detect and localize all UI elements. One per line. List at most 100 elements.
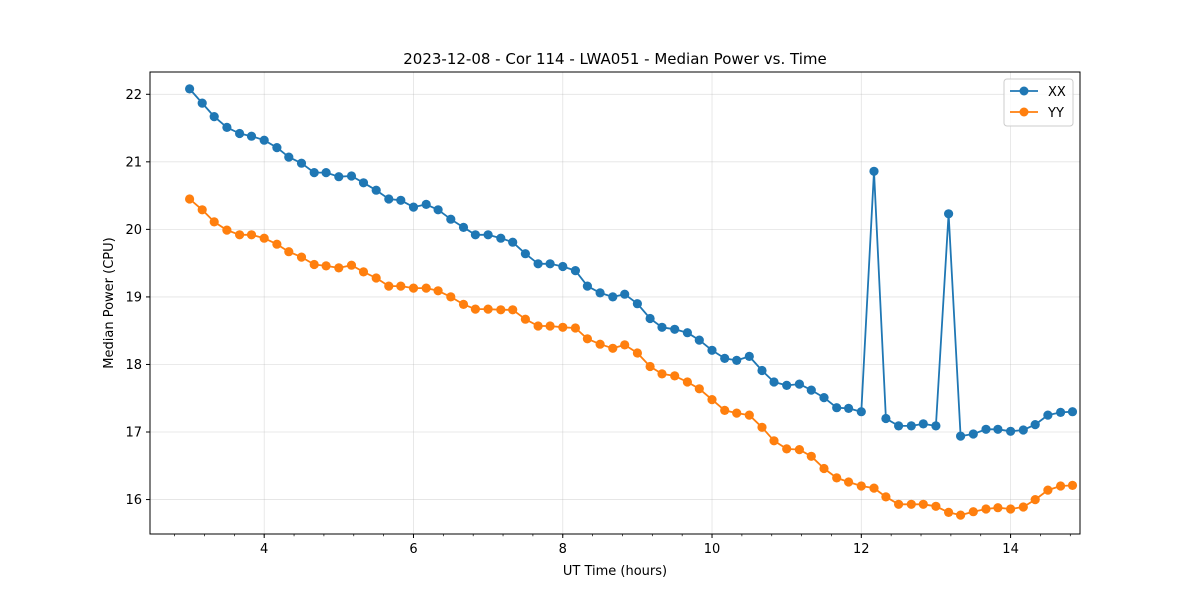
series-yy-point (632, 348, 643, 358)
series-xx-point (1056, 407, 1066, 417)
series-yy-point (296, 252, 307, 262)
series-yy-point (384, 281, 394, 291)
series-yy-point (794, 445, 805, 455)
series-xx-point (1043, 410, 1053, 420)
series-xx-point (806, 385, 816, 395)
series-yy-point (906, 499, 916, 509)
series-yy-point (1067, 480, 1078, 490)
series-xx-point (744, 351, 754, 361)
series-yy-point (284, 247, 294, 257)
series-xx-point (309, 168, 319, 178)
series-yy-point (645, 361, 655, 372)
series-yy-point (806, 451, 816, 461)
series-xx-point (246, 131, 257, 141)
series-yy-point (246, 230, 257, 240)
series-xx-point (520, 249, 531, 259)
series-yy-point (757, 422, 767, 432)
series-yy-point (309, 259, 319, 270)
x-tick-label: 14 (1002, 542, 1019, 557)
series-xx-point (446, 214, 456, 224)
series-xx-point (869, 166, 879, 176)
series-xx-point (1018, 425, 1028, 435)
x-axis-label: UT Time (hours) (563, 564, 667, 579)
series-xx-point (670, 324, 680, 334)
series-yy-point (483, 304, 493, 314)
y-axis-label: Median Power (CPU) (102, 237, 117, 368)
y-tick-label: 16 (125, 493, 142, 508)
series-xx-point (533, 259, 543, 269)
series-xx-point (433, 205, 443, 215)
series-yy-point (222, 225, 232, 235)
series-yy-point (720, 405, 730, 415)
series-xx-point (956, 431, 966, 441)
series-yy-point (620, 340, 630, 350)
series-yy-point (545, 321, 555, 331)
legend: XX YY (1003, 78, 1074, 127)
series-xx-point (968, 429, 978, 439)
series-yy-point (197, 205, 207, 215)
series-yy-point (558, 322, 568, 332)
series-yy-point (272, 239, 282, 249)
x-tick-label: 6 (409, 542, 417, 557)
series-xx-point (832, 403, 842, 413)
series-xx-point (918, 419, 928, 429)
series-xx (185, 84, 1078, 441)
y-tick-label: 18 (125, 358, 142, 373)
series-xx-point (645, 313, 655, 324)
series-xx-point (1067, 407, 1078, 417)
series-xx-point (720, 353, 730, 363)
series-yy-point (508, 305, 518, 315)
series-xx-point (657, 322, 667, 332)
series-yy-point (694, 384, 704, 394)
series-xx-point (346, 171, 357, 181)
series-yy-point (496, 305, 506, 315)
x-tick-label: 4 (260, 542, 268, 557)
series-yy-point (968, 507, 978, 517)
series-xx-point (222, 122, 232, 132)
series-yy-point (769, 436, 779, 446)
series-yy-point (346, 260, 357, 270)
series-xx-point (408, 202, 419, 212)
series-xx-point (856, 407, 866, 417)
series-xx-point (582, 281, 593, 291)
series-xx-point (284, 152, 294, 162)
series-xx-point (570, 266, 581, 276)
chart-title: 2023-12-08 - Cor 114 - LWA051 - Median P… (403, 50, 827, 68)
series-yy-point (894, 499, 904, 509)
legend-xx-label: XX (1048, 85, 1066, 100)
series-yy-point (782, 444, 792, 454)
series-xx-point (396, 195, 406, 205)
series-yy-point (358, 267, 369, 277)
series-xx-point (819, 393, 829, 403)
series-yy-point (185, 194, 195, 204)
series-yy-point (209, 217, 219, 227)
series-xx-point (981, 424, 991, 434)
series-xx-point (632, 299, 643, 309)
series-xx-point (545, 259, 555, 269)
series-xx-point (259, 135, 269, 145)
x-tick-label: 8 (559, 542, 567, 557)
y-tick-label: 22 (125, 88, 142, 103)
series-xx-point (694, 335, 704, 345)
series-yy-point (371, 273, 381, 283)
series-xx-point (296, 158, 307, 168)
series-xx-point (384, 194, 394, 204)
series-xx-point (185, 84, 195, 94)
series-yy-point (433, 286, 443, 296)
series-yy-point (608, 343, 618, 353)
y-tick-label: 21 (125, 155, 142, 170)
series-xx-point (707, 345, 717, 355)
series-xx-point (608, 292, 618, 302)
y-tick-label: 20 (125, 223, 142, 238)
series-xx-point (334, 172, 344, 182)
legend-yy-marker (1019, 107, 1029, 117)
series-yy-point (595, 339, 605, 349)
series-yy-point (396, 281, 406, 291)
series-xx-point (321, 168, 331, 178)
series-yy-point (856, 481, 866, 491)
series-yy-point (819, 463, 829, 474)
x-tick-label: 10 (704, 542, 721, 557)
series-yy-point (832, 473, 842, 483)
legend-yy-label: YY (1047, 106, 1064, 121)
